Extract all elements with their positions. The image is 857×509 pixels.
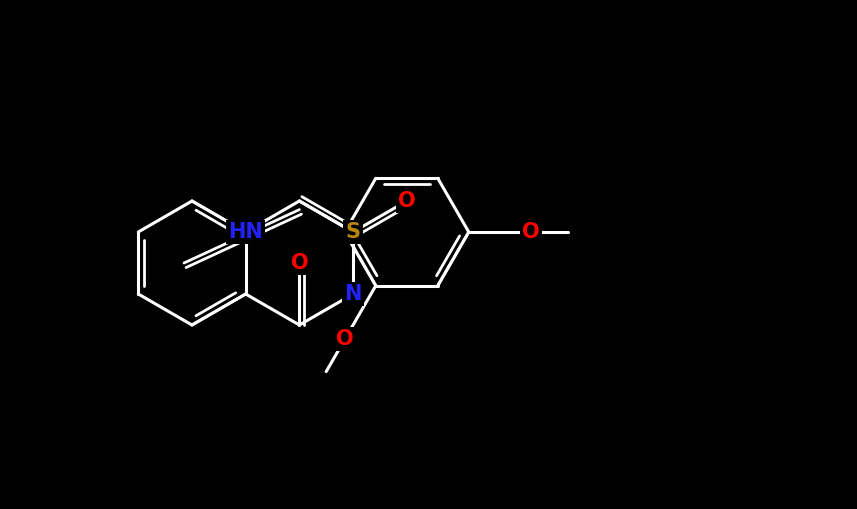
Text: HN: HN — [228, 222, 263, 242]
Text: O: O — [291, 253, 309, 273]
Text: O: O — [398, 191, 416, 211]
Text: S: S — [345, 222, 361, 242]
Text: N: N — [345, 284, 362, 304]
Text: O: O — [522, 222, 540, 242]
Text: O: O — [336, 329, 354, 349]
